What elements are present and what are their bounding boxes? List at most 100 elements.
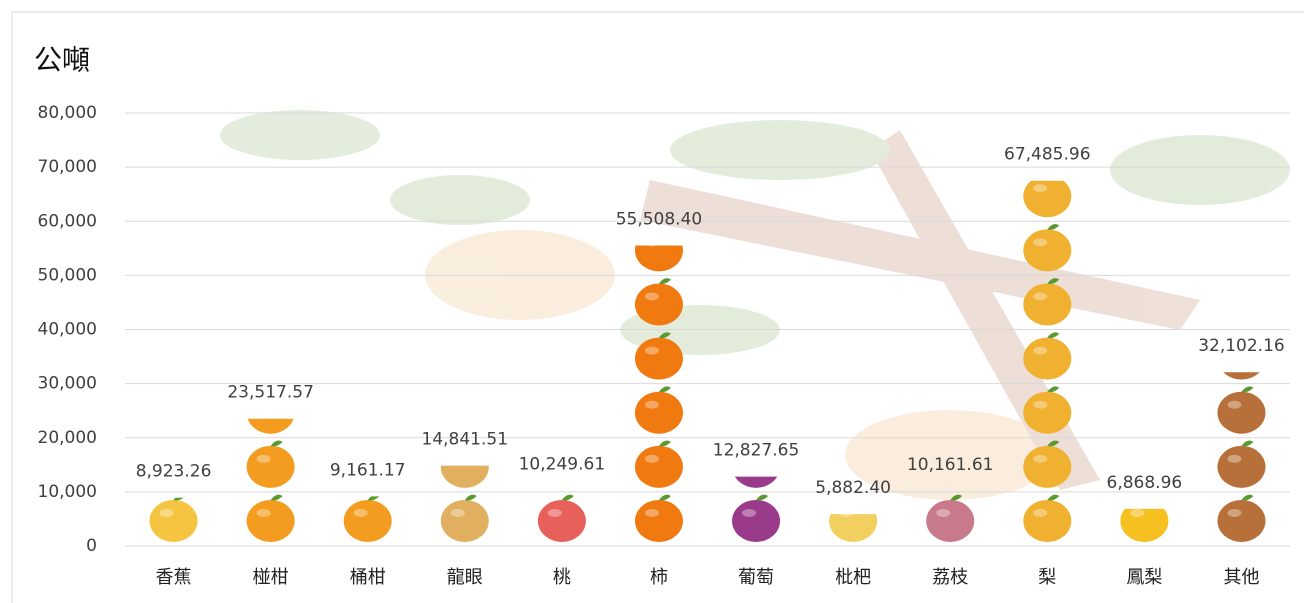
bar-icon-highlight bbox=[1033, 184, 1047, 192]
bar-icon bbox=[635, 392, 683, 434]
bar-icon-highlight bbox=[645, 455, 659, 463]
bar-icon-leaf bbox=[1241, 495, 1253, 501]
bar-icon-leaf bbox=[174, 495, 186, 501]
bar-icon-highlight bbox=[1033, 509, 1047, 517]
bar bbox=[829, 495, 877, 542]
bar-icon-highlight bbox=[1033, 455, 1047, 463]
y-tick-label: 80,000 bbox=[38, 103, 97, 123]
x-tick-label: 桶柑 bbox=[350, 567, 386, 588]
x-tick-label: 葡萄 bbox=[738, 567, 774, 588]
y-axis-title: 公噸 bbox=[34, 44, 90, 77]
data-label: 10,249.61 bbox=[519, 455, 606, 475]
data-label: 12,827.65 bbox=[713, 441, 800, 461]
bar-icon bbox=[635, 500, 683, 542]
y-tick-label: 60,000 bbox=[38, 211, 97, 231]
bar-icon bbox=[441, 500, 489, 542]
bar-icon-leaf bbox=[1047, 224, 1059, 230]
bar-icon-highlight bbox=[1033, 401, 1047, 409]
bar-icon-leaf bbox=[368, 495, 380, 501]
y-tick-label: 30,000 bbox=[38, 374, 97, 394]
bar-icon bbox=[1120, 500, 1168, 542]
bar-icon bbox=[1023, 283, 1071, 325]
bar-icon bbox=[150, 500, 198, 542]
bar-icon bbox=[247, 500, 295, 542]
bar-icon bbox=[732, 500, 780, 542]
y-tick-label: 10,000 bbox=[38, 482, 97, 502]
bar-icon bbox=[1023, 175, 1071, 217]
bar-icon-highlight bbox=[936, 509, 950, 517]
bar bbox=[247, 386, 295, 542]
bar-icon bbox=[1217, 392, 1265, 434]
bar-icon bbox=[1217, 446, 1265, 488]
x-tick-label: 其他 bbox=[1223, 567, 1259, 588]
bar-icon-highlight bbox=[354, 509, 368, 517]
bar-icon-highlight bbox=[645, 292, 659, 300]
y-tick-label: 40,000 bbox=[38, 320, 97, 340]
data-label: 23,517.57 bbox=[227, 383, 314, 403]
bar-icon-highlight bbox=[742, 509, 756, 517]
bar-icon-leaf bbox=[756, 495, 768, 501]
x-tick-label: 柿 bbox=[650, 567, 668, 588]
y-tick-label: 70,000 bbox=[38, 157, 97, 177]
bar-icon-highlight bbox=[839, 509, 853, 517]
bar-icon-highlight bbox=[451, 455, 465, 463]
bar-icon-leaf bbox=[1241, 386, 1253, 392]
bar-icon-highlight bbox=[1227, 509, 1241, 517]
bar-icon bbox=[635, 338, 683, 380]
bar-icon-leaf bbox=[659, 278, 671, 284]
x-tick-label: 椪柑 bbox=[253, 567, 289, 588]
data-label: 6,868.96 bbox=[1107, 473, 1183, 493]
bar-icon bbox=[829, 500, 877, 542]
bar-icon bbox=[926, 500, 974, 542]
bar-icon-highlight bbox=[1033, 238, 1047, 246]
bar-icon-highlight bbox=[160, 509, 174, 517]
bar-icon-highlight bbox=[1227, 455, 1241, 463]
data-label: 5,882.40 bbox=[815, 478, 891, 498]
bar-icon-highlight bbox=[645, 347, 659, 355]
bar-icon-leaf bbox=[659, 440, 671, 446]
bar-icon bbox=[1023, 446, 1071, 488]
bar bbox=[1217, 332, 1265, 542]
x-tick-label: 龍眼 bbox=[447, 567, 483, 588]
bar bbox=[441, 440, 489, 541]
x-tick-label: 荔枝 bbox=[932, 567, 968, 588]
bar-icon-highlight bbox=[645, 509, 659, 517]
bar-icon-highlight bbox=[1033, 292, 1047, 300]
chart: 公噸 010,00020,00030,00040,00050,00060,000… bbox=[0, 0, 1304, 603]
x-tick-label: 梨 bbox=[1038, 567, 1056, 588]
data-label: 55,508.40 bbox=[616, 210, 703, 230]
bar-icon bbox=[1217, 500, 1265, 542]
x-tick-label: 枇杷 bbox=[835, 567, 871, 588]
bar-icon bbox=[635, 229, 683, 271]
bar-icon-leaf bbox=[1241, 440, 1253, 446]
bar-icon-leaf bbox=[1047, 332, 1059, 338]
bar-icon-highlight bbox=[645, 401, 659, 409]
data-label: 9,161.17 bbox=[330, 460, 406, 480]
bar-icon-leaf bbox=[659, 495, 671, 501]
bar bbox=[344, 495, 392, 542]
y-tick-label: 0 bbox=[86, 536, 97, 556]
bar-icon-leaf bbox=[659, 386, 671, 392]
bar-icon bbox=[1023, 500, 1071, 542]
bar-icon bbox=[247, 446, 295, 488]
x-tick-label: 桃 bbox=[553, 567, 571, 588]
bar-icon-leaf bbox=[271, 440, 283, 446]
bar-icon-highlight bbox=[645, 238, 659, 246]
bar-icon bbox=[1023, 392, 1071, 434]
data-label: 32,102.16 bbox=[1198, 336, 1285, 356]
data-label: 10,161.61 bbox=[907, 455, 994, 475]
x-tick-label: 香蕉 bbox=[156, 567, 192, 588]
bar-icon-highlight bbox=[257, 455, 271, 463]
bar bbox=[635, 224, 683, 542]
bar-icon-leaf bbox=[1144, 495, 1156, 501]
bar-icon-leaf bbox=[1047, 170, 1059, 176]
bar bbox=[150, 495, 198, 542]
bar-icon bbox=[538, 500, 586, 542]
bar-icon-leaf bbox=[562, 495, 574, 501]
bar-icon-highlight bbox=[1227, 401, 1241, 409]
x-tick-label: 鳳梨 bbox=[1126, 567, 1162, 588]
data-label: 14,841.51 bbox=[422, 430, 509, 450]
bar-icon-highlight bbox=[548, 509, 562, 517]
bar-icon bbox=[1023, 229, 1071, 271]
bar-icon-highlight bbox=[451, 509, 465, 517]
